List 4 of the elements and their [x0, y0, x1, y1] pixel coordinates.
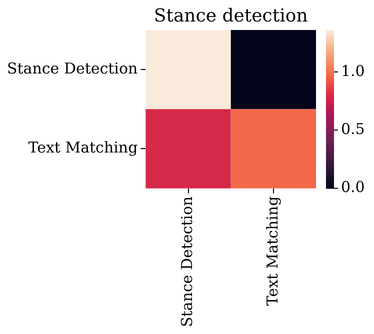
color-bar-label: 1.0	[341, 62, 365, 80]
color-bar-label: 0.5	[341, 120, 365, 138]
color-bar-label: 0.0	[341, 178, 365, 196]
chart-title: Stance detection	[154, 6, 308, 27]
